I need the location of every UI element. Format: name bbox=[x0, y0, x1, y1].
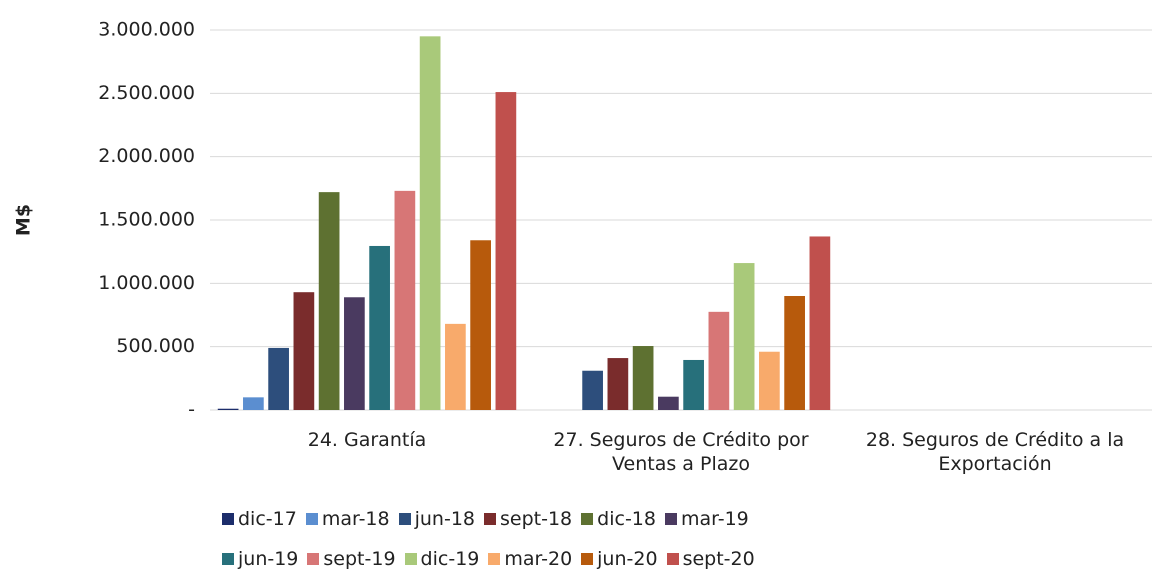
bar bbox=[658, 396, 679, 410]
bar bbox=[708, 311, 730, 410]
y-tick-label: 1.500.000 bbox=[98, 209, 195, 231]
y-tick-label: 1.000.000 bbox=[98, 272, 195, 294]
x-tick-label: 27. Seguros de Crédito por Ventas a Plaz… bbox=[553, 429, 809, 475]
legend-swatch bbox=[488, 553, 501, 565]
legend-label: sept-19 bbox=[323, 548, 396, 570]
legend-item: jun-18 bbox=[398, 508, 476, 530]
bar bbox=[470, 240, 491, 410]
bar bbox=[419, 36, 441, 410]
legend-swatch bbox=[581, 513, 594, 525]
x-tick-label: 28. Seguros de Crédito a la Exportación bbox=[865, 429, 1125, 475]
bar bbox=[268, 347, 289, 410]
bar bbox=[759, 351, 780, 410]
legend-label: sept-20 bbox=[682, 548, 755, 570]
legend-swatch bbox=[398, 513, 411, 525]
bar bbox=[809, 236, 831, 410]
legend-swatch bbox=[484, 513, 497, 525]
bar bbox=[243, 397, 264, 410]
bar bbox=[632, 346, 654, 410]
bar bbox=[217, 408, 239, 410]
legend-item: dic-17 bbox=[222, 508, 297, 530]
bar bbox=[318, 192, 340, 410]
legend-label: jun-19 bbox=[238, 548, 299, 570]
bar bbox=[344, 297, 365, 410]
legend-item: sept-19 bbox=[307, 548, 396, 570]
legend-swatch bbox=[666, 553, 679, 565]
legend-item: jun-19 bbox=[222, 548, 298, 570]
y-tick-label: - bbox=[188, 399, 195, 421]
bar bbox=[733, 263, 755, 410]
bar bbox=[495, 92, 517, 411]
x-tick-label: 24. Garantía bbox=[307, 429, 427, 451]
legend-label: sept-18 bbox=[500, 508, 573, 530]
legend-swatch bbox=[404, 553, 417, 565]
legend-swatch bbox=[664, 513, 677, 525]
y-tick-label: 2.500.000 bbox=[98, 82, 195, 104]
legend-swatch bbox=[307, 553, 320, 565]
legend-item: jun-20 bbox=[581, 548, 658, 570]
bar bbox=[784, 296, 805, 410]
legend-label: mar-19 bbox=[680, 508, 749, 530]
legend-item: mar-18 bbox=[305, 508, 390, 530]
legend-label: dic-19 bbox=[420, 548, 480, 570]
legend-item: dic-19 bbox=[404, 548, 480, 570]
legend-item: mar-19 bbox=[664, 508, 749, 530]
legend-label: mar-20 bbox=[504, 548, 573, 570]
legend-item: mar-20 bbox=[488, 548, 572, 570]
bar bbox=[293, 292, 315, 410]
legend-label: mar-18 bbox=[321, 508, 390, 530]
bar bbox=[394, 190, 416, 410]
legend-label: dic-17 bbox=[238, 508, 297, 530]
legend-swatch bbox=[305, 513, 318, 525]
bar bbox=[369, 245, 390, 410]
bar bbox=[683, 359, 704, 410]
legend: dic-17 mar-18 jun-18 sept-18 dic-18 mar-19 jun… bbox=[222, 508, 767, 570]
bar bbox=[445, 323, 466, 410]
bar bbox=[607, 358, 629, 410]
legend-swatch bbox=[222, 553, 234, 565]
legend-label: jun-20 bbox=[597, 548, 658, 570]
y-tick-label: 3.000.000 bbox=[98, 19, 195, 41]
legend-item: sept-20 bbox=[666, 548, 755, 570]
legend-item: sept-18 bbox=[484, 508, 572, 530]
legend-swatch bbox=[581, 553, 594, 565]
legend-label: dic-18 bbox=[597, 508, 656, 530]
y-tick-label: 2.000.000 bbox=[98, 145, 195, 167]
legend-swatch bbox=[222, 513, 234, 525]
legend-item: dic-18 bbox=[581, 508, 656, 530]
y-tick-label: 500.000 bbox=[116, 335, 195, 357]
bar bbox=[582, 370, 603, 410]
legend-label: jun-18 bbox=[414, 508, 476, 530]
y-axis-title: M$ bbox=[13, 204, 35, 236]
